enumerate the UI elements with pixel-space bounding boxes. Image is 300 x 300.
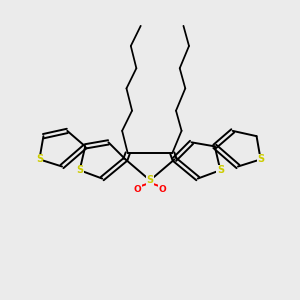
- Text: S: S: [76, 165, 83, 175]
- Text: O: O: [158, 184, 166, 194]
- Text: O: O: [134, 184, 142, 194]
- Text: S: S: [146, 175, 154, 185]
- Text: S: S: [36, 154, 43, 164]
- Text: S: S: [217, 165, 224, 175]
- Text: S: S: [257, 154, 264, 164]
